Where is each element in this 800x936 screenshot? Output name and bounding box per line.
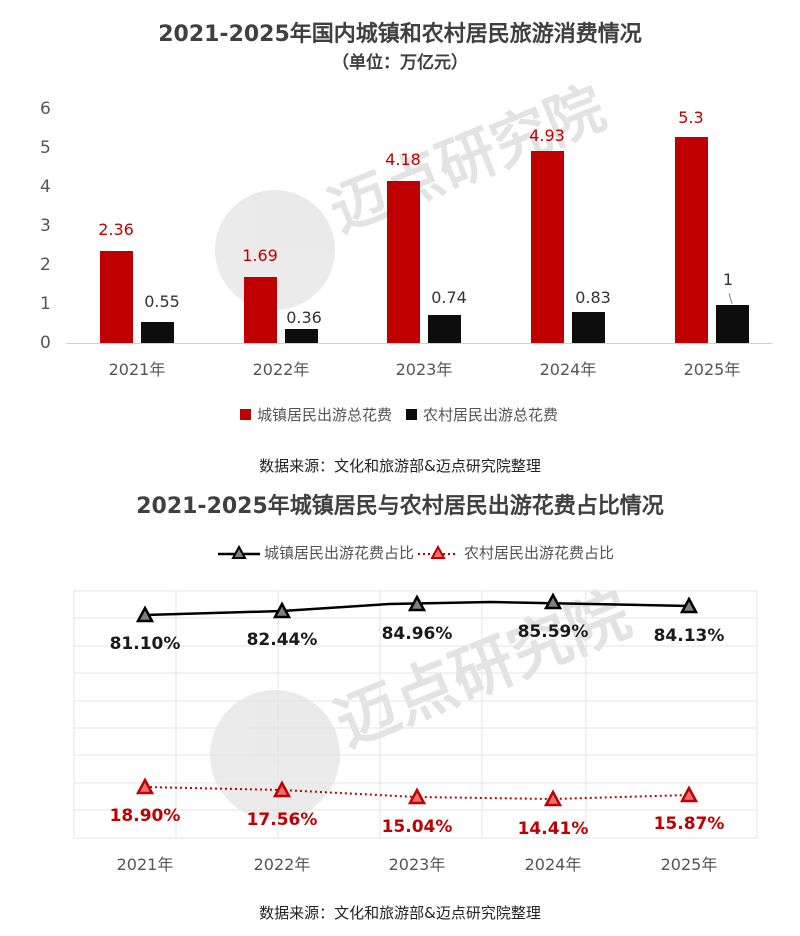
bar-rural-2024 [572,312,605,343]
bar-label-urban-2022: 1.69 [242,246,278,265]
bar-rural-2025 [716,305,749,343]
point-label: 15.87% [653,814,725,834]
bar-label-rural-2023: 0.74 [431,288,467,307]
bar-label-urban-2025: 5.3 [678,108,704,127]
bar-label-urban-2023: 4.18 [385,150,421,169]
point-label: 15.04% [381,817,453,837]
chart1-source: 数据来源：文化和旅游部&迈点研究院整理 [259,457,541,475]
chart2-source: 数据来源：文化和旅游部&迈点研究院整理 [259,904,541,922]
legend-label-rural: 农村居民出游总花费 [423,406,559,424]
x-label: 2021年 [116,855,174,874]
point-label: 81.10% [109,634,181,654]
y-tick: 5 [40,138,51,158]
legend-label-rural-share: 农村居民出游花费占比 [464,544,615,562]
x-label: 2024年 [524,855,582,874]
x-label: 2025年 [683,360,741,379]
point-label: 84.13% [653,626,725,646]
chart1-title: 2021-2025年国内城镇和农村居民旅游消费情况 [158,22,642,47]
bar-label-urban-2024: 4.93 [529,126,565,145]
bar-label-rural-2024: 0.83 [575,288,611,307]
y-tick: 4 [40,177,51,197]
x-label: 2022年 [253,855,311,874]
x-label: 2023年 [395,360,453,379]
bar-urban-2022 [244,277,277,343]
chart1-legend: 城镇居民出游总花费 农村居民出游总花费 [240,404,558,425]
legend-label-urban: 城镇居民出游总花费 [257,406,393,424]
point-label: 18.90% [109,806,181,826]
y-tick: 1 [40,294,51,314]
bar-urban-2025 [675,137,708,343]
bar-label-rural-2025: 1 [722,270,734,289]
chart2-legend: 城镇居民出游花费占比 农村居民出游花费占比 [218,542,614,563]
point-label: 17.56% [246,810,318,830]
point-label: 82.44% [246,630,318,650]
chart1-x-axis-line [66,343,772,344]
legend-line-urban-icon [218,544,260,559]
legend-swatch-urban [240,409,251,420]
legend-swatch-rural [406,409,418,420]
y-tick: 2 [40,255,51,275]
chart1-subtitle: （单位：万亿元） [332,53,468,73]
bar-rural-2021 [141,322,174,343]
x-label: 2022年 [252,360,310,379]
legend-line-rural-icon [418,544,459,559]
bar-urban-2024 [531,151,564,343]
bar-rural-2022 [285,329,318,343]
bar-rural-2023 [428,315,461,343]
x-label: 2025年 [660,855,718,874]
bar-label-rural-2021: 0.55 [144,292,180,311]
x-label: 2021年 [108,360,166,379]
x-label: 2023年 [388,855,446,874]
y-tick: 3 [40,216,51,236]
bar-label-rural-2022: 0.36 [286,308,322,327]
x-label: 2024年 [539,360,597,379]
bar-label-urban-2021: 2.36 [98,220,134,239]
y-tick: 0 [40,333,51,353]
chart2-title: 2021-2025年城镇居民与农村居民出游花费占比情况 [136,494,664,519]
y-tick: 6 [40,99,51,119]
bar-urban-2023 [387,181,420,343]
point-label: 85.59% [517,622,589,642]
point-label: 14.41% [517,819,589,839]
point-label: 84.96% [381,624,453,644]
bar-urban-2021 [100,251,133,343]
legend-label-urban-share: 城镇居民出游花费占比 [264,544,415,562]
